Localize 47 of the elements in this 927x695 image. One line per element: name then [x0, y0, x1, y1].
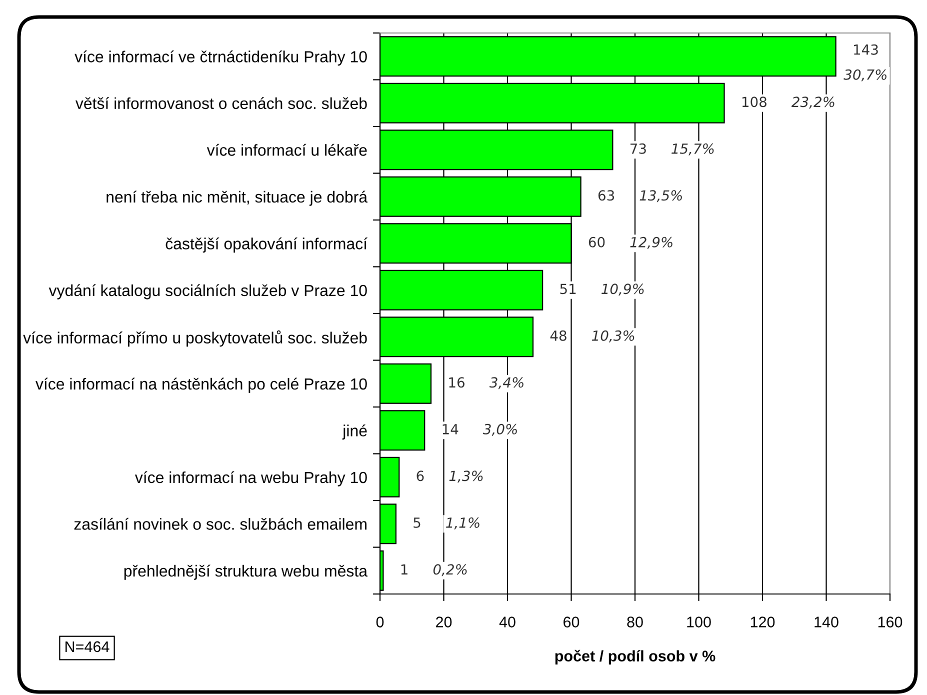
x-tick-label: 40 [499, 616, 516, 628]
x-tick-label: 20 [436, 616, 452, 628]
x-tick-label: 140 [814, 616, 838, 628]
annotation: 12,9% [630, 236, 672, 249]
data-label: 60 [588, 236, 605, 248]
data-label: 73 [630, 143, 646, 154]
y-tick-label: jiné [342, 424, 367, 440]
annotation: 23,2% [791, 96, 834, 109]
annotation: 13,5% [640, 190, 682, 202]
y-tick-label: přehlednější struktura webu města [124, 564, 368, 580]
x-axis-title: počet / podíl osob v % [555, 650, 716, 664]
y-tick-label: více informací na nástěnkách po celé Praze 10 [36, 378, 367, 393]
y-tick-label: častější opakování informací [166, 237, 368, 253]
annotation: 10,3% [592, 330, 634, 342]
y-tick-label: není třeba nic měnit, situace je dobrá [106, 190, 368, 206]
y-tick-label: více informací na webu Prahy 10 [134, 471, 367, 486]
y-tick-label: více informací ve čtrnáctideníku Prahy 10 [74, 50, 367, 66]
y-tick-label: více informací přímo u poskytovatelů soc. služeb [23, 330, 367, 347]
annotation: 1,3% [449, 470, 483, 483]
y-tick-label: vydání katalogu sociálních služeb v Praze 10 [48, 284, 367, 300]
annotation: 0,2% [433, 564, 467, 576]
x-tick-label: 120 [750, 616, 775, 628]
data-label: 143 [854, 44, 878, 55]
annotation: 10,9% [602, 284, 644, 296]
annotation: 3,4% [489, 377, 524, 390]
data-label: 1 [401, 564, 408, 574]
data-label: 14 [442, 424, 458, 434]
data-label: 16 [449, 377, 464, 388]
annotation: 3,0% [482, 424, 517, 436]
x-tick-label: 100 [687, 616, 711, 628]
data-label: 108 [742, 96, 766, 108]
data-label: 63 [598, 190, 614, 201]
y-tick-label: větší informovanost o cenách soc. služeb [75, 97, 367, 110]
annotation: 1,1% [446, 517, 480, 530]
x-tick-label: 160 [878, 616, 902, 628]
data-label: 5 [414, 518, 420, 528]
data-label: 51 [560, 284, 576, 294]
x-tick-label: 80 [627, 616, 643, 628]
annotation: 30,7% [844, 69, 886, 82]
x-tick-label: 0 [376, 616, 384, 628]
annotation: 15,7% [672, 143, 714, 156]
x-tick-label: 60 [564, 616, 580, 628]
text: N=464 [66, 641, 110, 652]
y-tick-label: zasílání novinek o soc. službách emailem [74, 518, 366, 530]
y-tick-label: více informací u lékaře [206, 144, 367, 156]
data-label: 48 [550, 330, 566, 341]
data-label: 6 [416, 470, 424, 482]
